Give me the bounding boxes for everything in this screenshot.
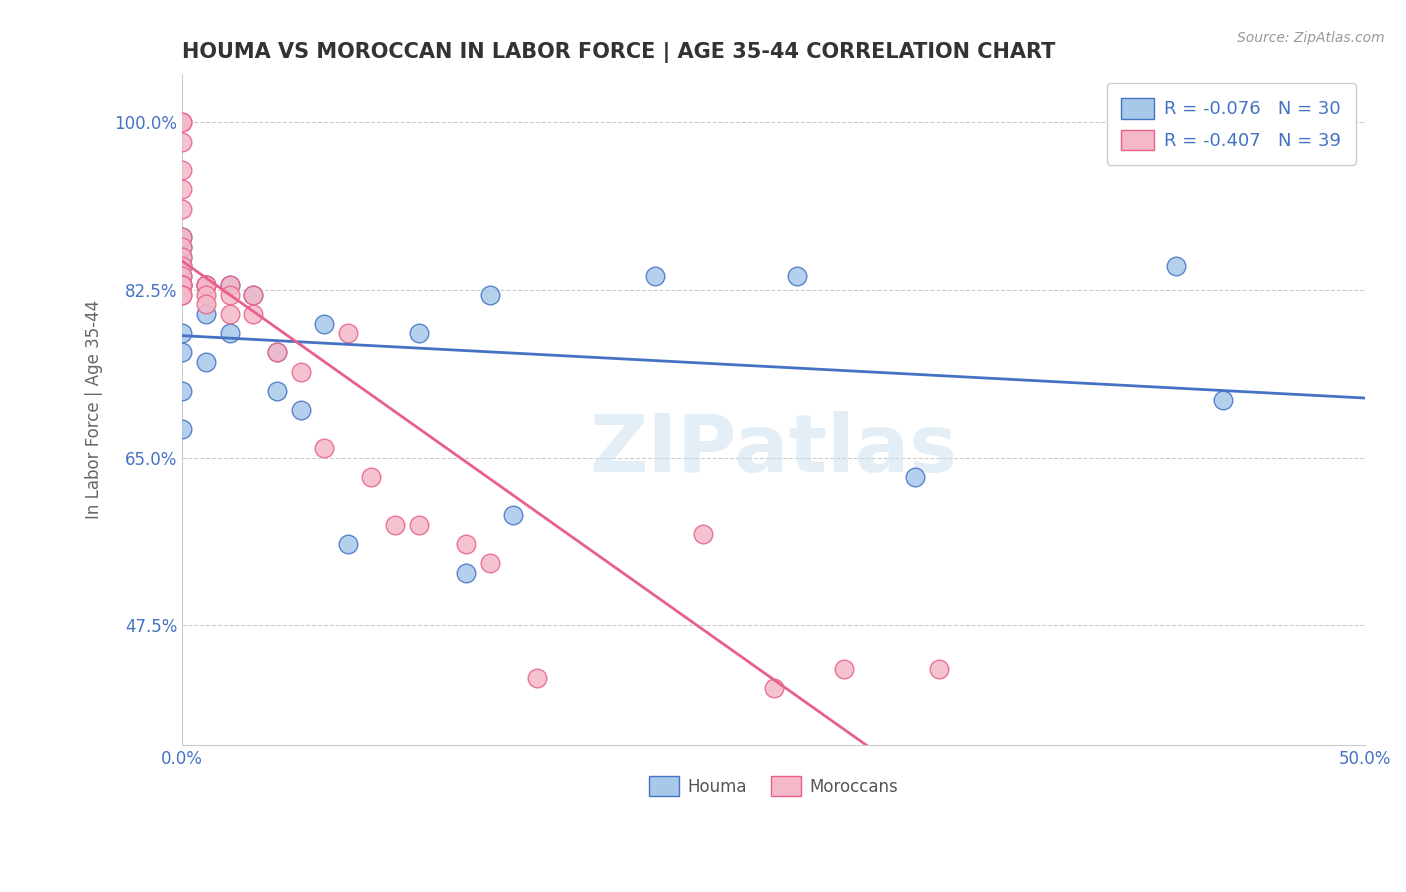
Point — [336, 537, 359, 551]
Point — [172, 384, 194, 398]
Point — [786, 268, 808, 283]
Point — [172, 268, 194, 283]
Point — [172, 182, 194, 196]
Point — [290, 402, 312, 417]
Point — [172, 135, 194, 149]
Point — [218, 278, 240, 293]
Point — [266, 345, 288, 359]
Point — [1212, 393, 1234, 408]
Point — [218, 278, 240, 293]
Point — [172, 250, 194, 264]
Point — [172, 268, 194, 283]
Y-axis label: In Labor Force | Age 35-44: In Labor Force | Age 35-44 — [86, 301, 103, 519]
Point — [266, 345, 288, 359]
Point — [172, 278, 194, 293]
Point — [478, 288, 501, 302]
Point — [172, 288, 194, 302]
Point — [194, 355, 217, 369]
Point — [904, 470, 927, 484]
Point — [928, 662, 950, 676]
Point — [172, 278, 194, 293]
Point — [360, 470, 382, 484]
Point — [172, 202, 194, 216]
Point — [172, 115, 194, 129]
Point — [172, 163, 194, 178]
Point — [644, 268, 666, 283]
Point — [526, 671, 548, 685]
Point — [692, 527, 714, 541]
Point — [218, 326, 240, 341]
Point — [834, 662, 856, 676]
Text: HOUMA VS MOROCCAN IN LABOR FORCE | AGE 35-44 CORRELATION CHART: HOUMA VS MOROCCAN IN LABOR FORCE | AGE 3… — [183, 42, 1056, 62]
Point — [478, 556, 501, 570]
Point — [172, 345, 194, 359]
Point — [194, 278, 217, 293]
Point — [218, 288, 240, 302]
Point — [172, 230, 194, 244]
Point — [408, 517, 430, 532]
Point — [242, 288, 264, 302]
Point — [172, 278, 194, 293]
Point — [194, 297, 217, 311]
Point — [384, 517, 406, 532]
Point — [218, 307, 240, 321]
Point — [454, 537, 477, 551]
Point — [762, 681, 785, 695]
Text: Source: ZipAtlas.com: Source: ZipAtlas.com — [1237, 31, 1385, 45]
Point — [314, 441, 336, 455]
Point — [194, 278, 217, 293]
Point — [336, 326, 359, 341]
Point — [290, 365, 312, 379]
Point — [194, 288, 217, 302]
Point — [172, 288, 194, 302]
Point — [172, 240, 194, 254]
Point — [242, 288, 264, 302]
Point — [172, 259, 194, 273]
Point — [502, 508, 524, 523]
Point — [172, 422, 194, 436]
Point — [1164, 259, 1187, 273]
Point — [172, 278, 194, 293]
Point — [454, 566, 477, 580]
Point — [172, 259, 194, 273]
Point — [172, 240, 194, 254]
Point — [314, 317, 336, 331]
Point — [194, 307, 217, 321]
Point — [172, 326, 194, 341]
Point — [408, 326, 430, 341]
Point — [172, 250, 194, 264]
Point — [172, 230, 194, 244]
Point — [242, 307, 264, 321]
Text: ZIPatlas: ZIPatlas — [589, 411, 957, 489]
Point — [266, 384, 288, 398]
Point — [194, 278, 217, 293]
Legend: Houma, Moroccans: Houma, Moroccans — [640, 768, 907, 804]
Point — [172, 115, 194, 129]
